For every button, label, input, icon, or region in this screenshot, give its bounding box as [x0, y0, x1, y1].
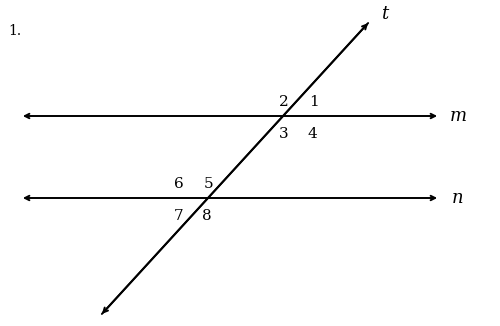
Text: 8: 8 [202, 209, 212, 223]
Text: 1: 1 [309, 95, 319, 109]
Text: 4: 4 [307, 127, 317, 141]
Text: n: n [452, 189, 464, 207]
Text: 5: 5 [204, 177, 214, 191]
Text: 3: 3 [279, 127, 289, 141]
Text: 2: 2 [279, 95, 289, 109]
Text: 7: 7 [174, 209, 184, 223]
Text: t: t [382, 5, 388, 23]
Text: 1.: 1. [8, 24, 21, 38]
Text: 6: 6 [174, 177, 184, 191]
Text: m: m [450, 107, 466, 125]
